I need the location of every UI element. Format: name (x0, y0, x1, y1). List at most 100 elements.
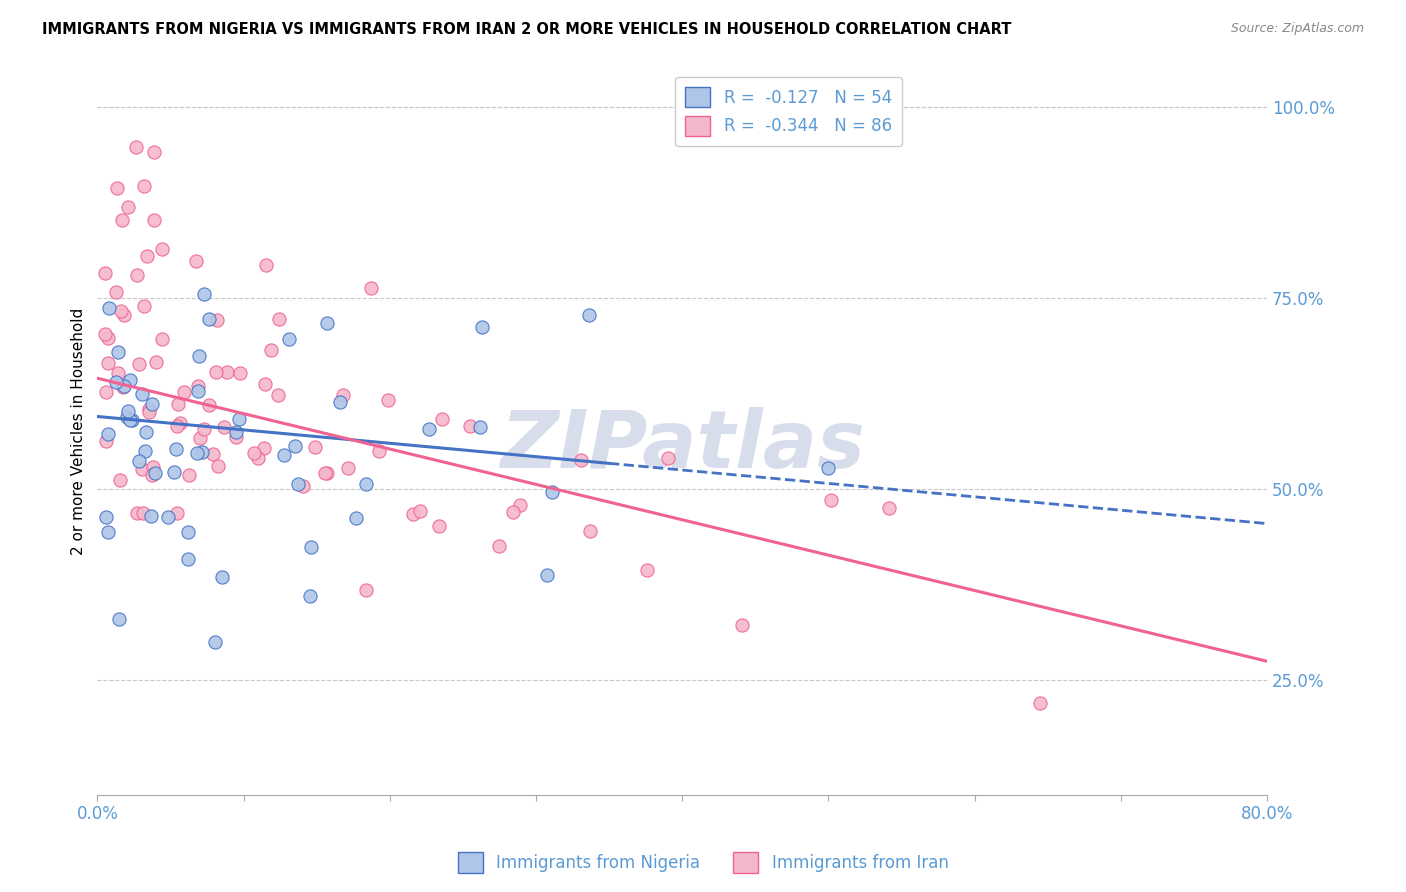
Point (217, 365, 239, 379)
Point (205, 365, 228, 379)
Point (225, 429, 247, 443)
Point (125, 506, 148, 520)
Point (166, 507, 188, 521)
Point (315, 466, 337, 480)
Point (184, 253, 207, 268)
Point (225, 425, 247, 439)
Point (150, 333, 173, 347)
Point (304, 440, 326, 454)
Point (134, 300, 156, 314)
Point (115, 410, 138, 425)
Point (228, 412, 250, 426)
Point (211, 569, 233, 583)
Point (97, 356, 120, 370)
Point (344, 511, 367, 525)
Point (177, 525, 200, 540)
Point (166, 418, 188, 433)
Point (96, 434, 118, 448)
Point (111, 212, 134, 227)
Point (260, 343, 283, 357)
Point (187, 379, 209, 393)
Point (569, 452, 592, 467)
Point (120, 412, 142, 426)
Point (165, 442, 187, 456)
Point (169, 416, 191, 430)
Point (141, 508, 163, 523)
Point (458, 419, 481, 434)
Point (502, 505, 524, 519)
Point (254, 258, 277, 272)
Point (97, 427, 120, 442)
Point (579, 524, 602, 538)
Legend: R =  -0.127   N = 54, R =  -0.344   N = 86: R = -0.127 N = 54, R = -0.344 N = 86 (675, 77, 901, 146)
Point (360, 280, 382, 294)
Point (820, 493, 842, 508)
Legend: Immigrants from Nigeria, Immigrants from Iran: Immigrants from Nigeria, Immigrants from… (451, 846, 955, 880)
Point (107, 345, 129, 359)
Point (135, 425, 157, 439)
Point (112, 308, 135, 322)
Point (112, 379, 135, 393)
Point (198, 399, 221, 413)
Point (186, 445, 208, 459)
Point (291, 479, 314, 493)
Point (336, 460, 359, 475)
Point (145, 355, 167, 369)
Point (138, 402, 160, 417)
Point (97, 524, 120, 539)
Point (541, 485, 564, 500)
Point (253, 441, 276, 455)
Point (470, 419, 492, 434)
Point (131, 462, 153, 476)
Point (243, 446, 266, 460)
Point (107, 367, 129, 381)
Point (228, 367, 250, 381)
Point (202, 447, 225, 461)
Point (430, 411, 453, 425)
Point (488, 540, 510, 554)
Point (128, 357, 150, 371)
Point (125, 139, 148, 153)
Point (299, 540, 322, 554)
Text: ZIPatlas: ZIPatlas (499, 408, 865, 485)
Point (108, 473, 131, 487)
Point (156, 510, 179, 524)
Point (332, 387, 354, 401)
Point (105, 180, 128, 194)
Point (110, 304, 132, 318)
Point (207, 458, 229, 473)
Point (316, 316, 339, 330)
Point (152, 242, 174, 256)
Point (142, 460, 165, 475)
Point (578, 309, 600, 323)
Point (117, 200, 139, 214)
Point (197, 312, 219, 326)
Point (879, 500, 901, 515)
Point (273, 448, 295, 462)
Point (94, 266, 117, 280)
Point (329, 394, 352, 409)
Text: IMMIGRANTS FROM NIGERIA VS IMMIGRANTS FROM IRAN 2 OR MORE VEHICLES IN HOUSEHOLD : IMMIGRANTS FROM NIGERIA VS IMMIGRANTS FR… (42, 22, 1011, 37)
Point (163, 465, 186, 479)
Point (135, 249, 157, 263)
Point (817, 461, 839, 475)
Point (108, 612, 131, 626)
Point (193, 422, 215, 436)
Point (418, 422, 440, 436)
Point (96, 384, 118, 399)
Point (193, 287, 215, 301)
Text: Source: ZipAtlas.com: Source: ZipAtlas.com (1230, 22, 1364, 36)
Point (141, 467, 163, 482)
Point (267, 387, 290, 401)
Point (97, 301, 120, 315)
Point (536, 568, 558, 582)
Point (94, 326, 117, 341)
Point (377, 392, 399, 407)
Point (471, 320, 494, 334)
Point (177, 468, 200, 483)
Point (408, 504, 430, 518)
Point (143, 145, 166, 159)
Point (429, 519, 451, 533)
Point (284, 439, 307, 453)
Point (104, 285, 127, 299)
